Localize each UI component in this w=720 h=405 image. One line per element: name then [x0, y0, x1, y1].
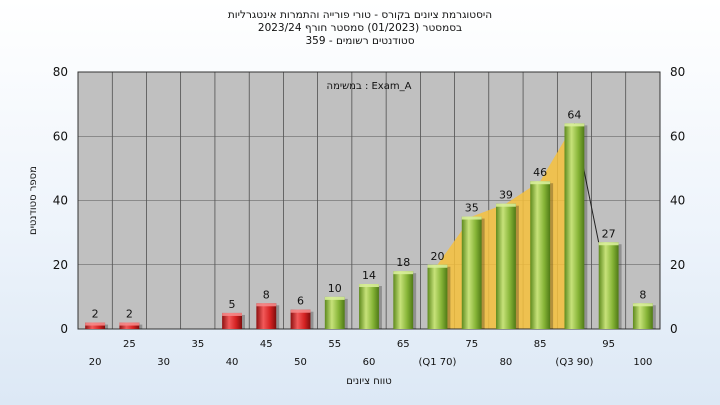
x-tick-label: 100 — [633, 357, 652, 368]
bar — [564, 123, 585, 330]
bar-cap — [324, 296, 345, 300]
x-tick-label: 45 — [260, 339, 273, 350]
bar-cap — [359, 284, 379, 288]
chart-subtitle-students: סטודנטים רשומים - 359 — [305, 35, 415, 47]
bar — [119, 322, 140, 329]
x-tick-label: 80 — [500, 357, 513, 368]
y-axis-label: מספר סטודנטים — [28, 166, 39, 235]
data-label: 64 — [567, 108, 581, 121]
y-tick-label-left: 40 — [53, 194, 68, 208]
x-tick-label: 95 — [602, 339, 615, 350]
bar-cap — [393, 271, 414, 275]
data-label: 8 — [263, 288, 270, 301]
data-label: 8 — [639, 288, 646, 301]
bar — [632, 303, 653, 329]
bar — [256, 303, 277, 329]
data-label: 2 — [92, 308, 99, 321]
y-tick-label-right: 0 — [670, 322, 678, 336]
x-tick-label: 25 — [123, 339, 136, 350]
bar-cap — [530, 181, 551, 185]
y-tick-label-right: 20 — [670, 258, 685, 272]
bar — [85, 322, 106, 329]
data-label: 20 — [430, 250, 444, 263]
x-tick-label: 75 — [465, 339, 478, 350]
bar-cap — [461, 216, 482, 220]
chart-annotation: במשימה : Exam_A — [327, 81, 412, 92]
data-label: 5 — [229, 298, 236, 311]
y-tick-label-right: 60 — [670, 129, 685, 143]
x-tick-label: 65 — [397, 339, 410, 350]
data-label: 18 — [396, 256, 410, 269]
y-tick-label-right: 80 — [670, 65, 685, 79]
bar-cap — [119, 322, 140, 326]
x-tick-label: 35 — [191, 339, 204, 350]
x-tick-label: 40 — [226, 357, 239, 368]
x-tick-label: (Q1 70) — [418, 357, 456, 368]
x-tick-label: 55 — [328, 339, 341, 350]
x-tick-label: 30 — [157, 357, 170, 368]
bar — [290, 309, 311, 329]
bar-cap — [85, 322, 106, 326]
y-tick-label-right: 40 — [670, 194, 685, 208]
bar — [393, 271, 414, 329]
data-label: 35 — [465, 202, 479, 215]
bar-cap — [256, 303, 277, 307]
x-tick-label: 20 — [89, 357, 102, 368]
y-tick-label-left: 80 — [53, 65, 68, 79]
data-label: 39 — [499, 189, 513, 202]
x-tick-label: 85 — [534, 339, 547, 350]
bar-cap — [290, 309, 311, 313]
bar — [427, 264, 448, 329]
bar — [222, 312, 242, 329]
x-tick-label: 50 — [294, 357, 307, 368]
bar-cap — [496, 203, 516, 207]
bar-cap — [564, 123, 585, 127]
bar — [359, 284, 379, 329]
bar-cap — [598, 242, 619, 246]
data-label: 27 — [602, 227, 616, 240]
data-label: 14 — [362, 269, 376, 282]
bar-cap — [427, 264, 448, 268]
bar — [324, 296, 345, 329]
bar — [461, 216, 482, 329]
y-tick-label-left: 20 — [53, 258, 68, 272]
x-tick-label: 60 — [363, 357, 376, 368]
chart-title: היסטוגרמת ציונים בקורס - טורי פורייה והת… — [227, 9, 493, 21]
chart-titles: היסטוגרמת ציונים בקורס - טורי פורייה והת… — [0, 9, 720, 48]
bar-cap — [632, 303, 653, 307]
data-label: 2 — [126, 308, 133, 321]
data-label: 10 — [328, 282, 342, 295]
bar — [530, 181, 551, 329]
x-tick-label: (Q3 90) — [555, 357, 593, 368]
chart-subtitle-semester: בסמסטר (01/2023) סמסטר חורף 2023/24 — [257, 22, 463, 34]
data-label: 6 — [297, 295, 304, 308]
bar — [598, 242, 619, 329]
data-label: 46 — [533, 166, 547, 179]
bar — [496, 203, 516, 329]
y-tick-label-left: 0 — [60, 322, 68, 336]
bar-cap — [222, 312, 242, 316]
x-axis-label: טווח ציונים — [346, 376, 391, 387]
y-tick-label-left: 60 — [53, 129, 68, 143]
